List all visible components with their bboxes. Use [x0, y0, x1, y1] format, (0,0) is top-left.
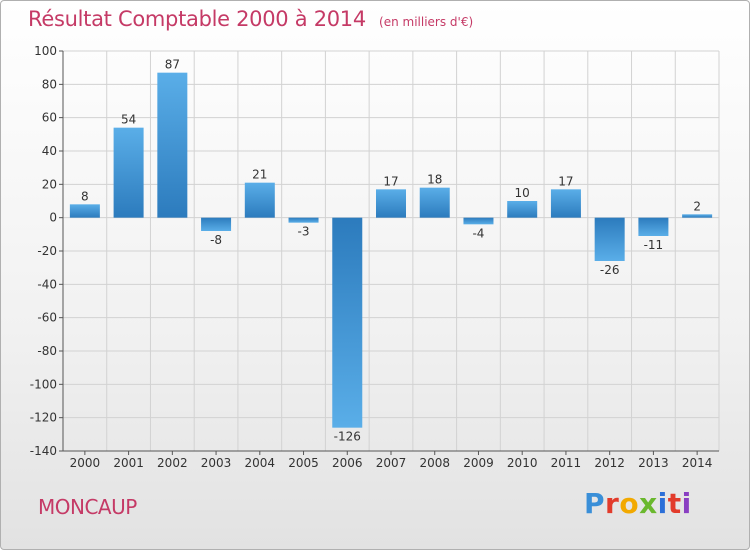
data-label-2013: -11 — [644, 238, 664, 252]
data-labels: 8 54 87 -8 21 -3 -126 17 18 -4 10 17 -26 -11 2 — [81, 58, 701, 444]
bar-2009 — [463, 217, 494, 225]
logo-letter: r — [605, 487, 620, 520]
y-tick-label: 20 — [42, 177, 57, 191]
data-label-2001: 54 — [121, 113, 136, 127]
y-tick-label: -140 — [30, 444, 57, 458]
data-label-2006: -126 — [334, 430, 361, 444]
bar-2006 — [332, 217, 363, 428]
data-label-2010: 10 — [515, 186, 530, 200]
x-tick-label: 2010 — [507, 456, 538, 470]
bar-2002 — [157, 72, 188, 218]
bar-2003 — [201, 217, 232, 231]
y-tick-label: 40 — [42, 144, 57, 158]
logo-letter: t — [667, 487, 682, 520]
x-tick-label: 2000 — [70, 456, 101, 470]
x-tick-label: 2005 — [288, 456, 319, 470]
bar-2000 — [69, 204, 100, 218]
bar-2007 — [376, 189, 406, 218]
bar-2010 — [507, 201, 538, 218]
bar-2005 — [288, 217, 319, 223]
x-tick-label: 2002 — [157, 456, 188, 470]
x-tick-label: 2006 — [332, 456, 363, 470]
bar-2004 — [244, 182, 275, 218]
x-tick-label: 2011 — [551, 456, 582, 470]
logo-letter: i — [681, 487, 692, 520]
data-label-2004: 21 — [252, 168, 267, 182]
data-label-2003: -8 — [210, 233, 222, 247]
logo-letter: i — [657, 487, 668, 520]
x-tick-label: 2012 — [594, 456, 625, 470]
commune-name: MONCAUP — [38, 495, 137, 519]
y-tick-label: 60 — [42, 111, 57, 125]
y-tick-label: -40 — [37, 277, 57, 291]
x-tick-label: 2009 — [463, 456, 494, 470]
bar-2011 — [550, 189, 581, 218]
data-label-2005: -3 — [298, 225, 310, 239]
chart-title: Résultat Comptable 2000 à 2014 — [28, 7, 366, 31]
data-label-2008: 18 — [427, 173, 442, 187]
data-label-2012: -26 — [600, 263, 620, 277]
bar-2013 — [638, 217, 669, 236]
bar-2008 — [419, 187, 450, 218]
y-tick-label: -100 — [30, 377, 57, 391]
x-tick-label: 2008 — [419, 456, 450, 470]
logo-letter: x — [639, 487, 658, 520]
x-tick-label: 2014 — [682, 456, 713, 470]
data-label-2000: 8 — [81, 189, 89, 203]
y-tick-label: -60 — [37, 311, 57, 325]
x-tick-label: 2001 — [113, 456, 144, 470]
bars — [69, 72, 713, 428]
axes: 100 80 60 40 20 0 -20 -40 -60 -80 -100 -120 -140 2000… — [30, 44, 719, 470]
x-tick-label: 2013 — [638, 456, 669, 470]
y-tick-label: -20 — [37, 244, 57, 258]
logo-letter: o — [619, 487, 640, 520]
bar-2012 — [594, 217, 625, 261]
chart-header: Résultat Comptable 2000 à 2014 (en milli… — [28, 7, 473, 31]
y-tick-label: 100 — [34, 44, 57, 58]
bar-2014 — [682, 214, 713, 218]
logo-letter: P — [584, 487, 606, 520]
data-label-2011: 17 — [558, 174, 573, 188]
chart-subtitle: (en milliers d'€) — [379, 15, 474, 29]
y-tick-label: -80 — [37, 344, 57, 358]
bar-2001 — [113, 127, 144, 218]
y-tick-label: -120 — [30, 411, 57, 425]
x-tick-label: 2007 — [376, 456, 407, 470]
y-tick-label: 0 — [49, 211, 57, 225]
data-label-2014: 2 — [693, 199, 701, 213]
y-tick-label: 80 — [42, 77, 57, 91]
x-tick-label: 2004 — [245, 456, 276, 470]
x-tick-label: 2003 — [201, 456, 232, 470]
data-label-2007: 17 — [383, 174, 398, 188]
data-label-2009: -4 — [472, 226, 484, 240]
data-label-2002: 87 — [165, 58, 180, 72]
proxiti-logo: Proxiti — [584, 487, 692, 520]
